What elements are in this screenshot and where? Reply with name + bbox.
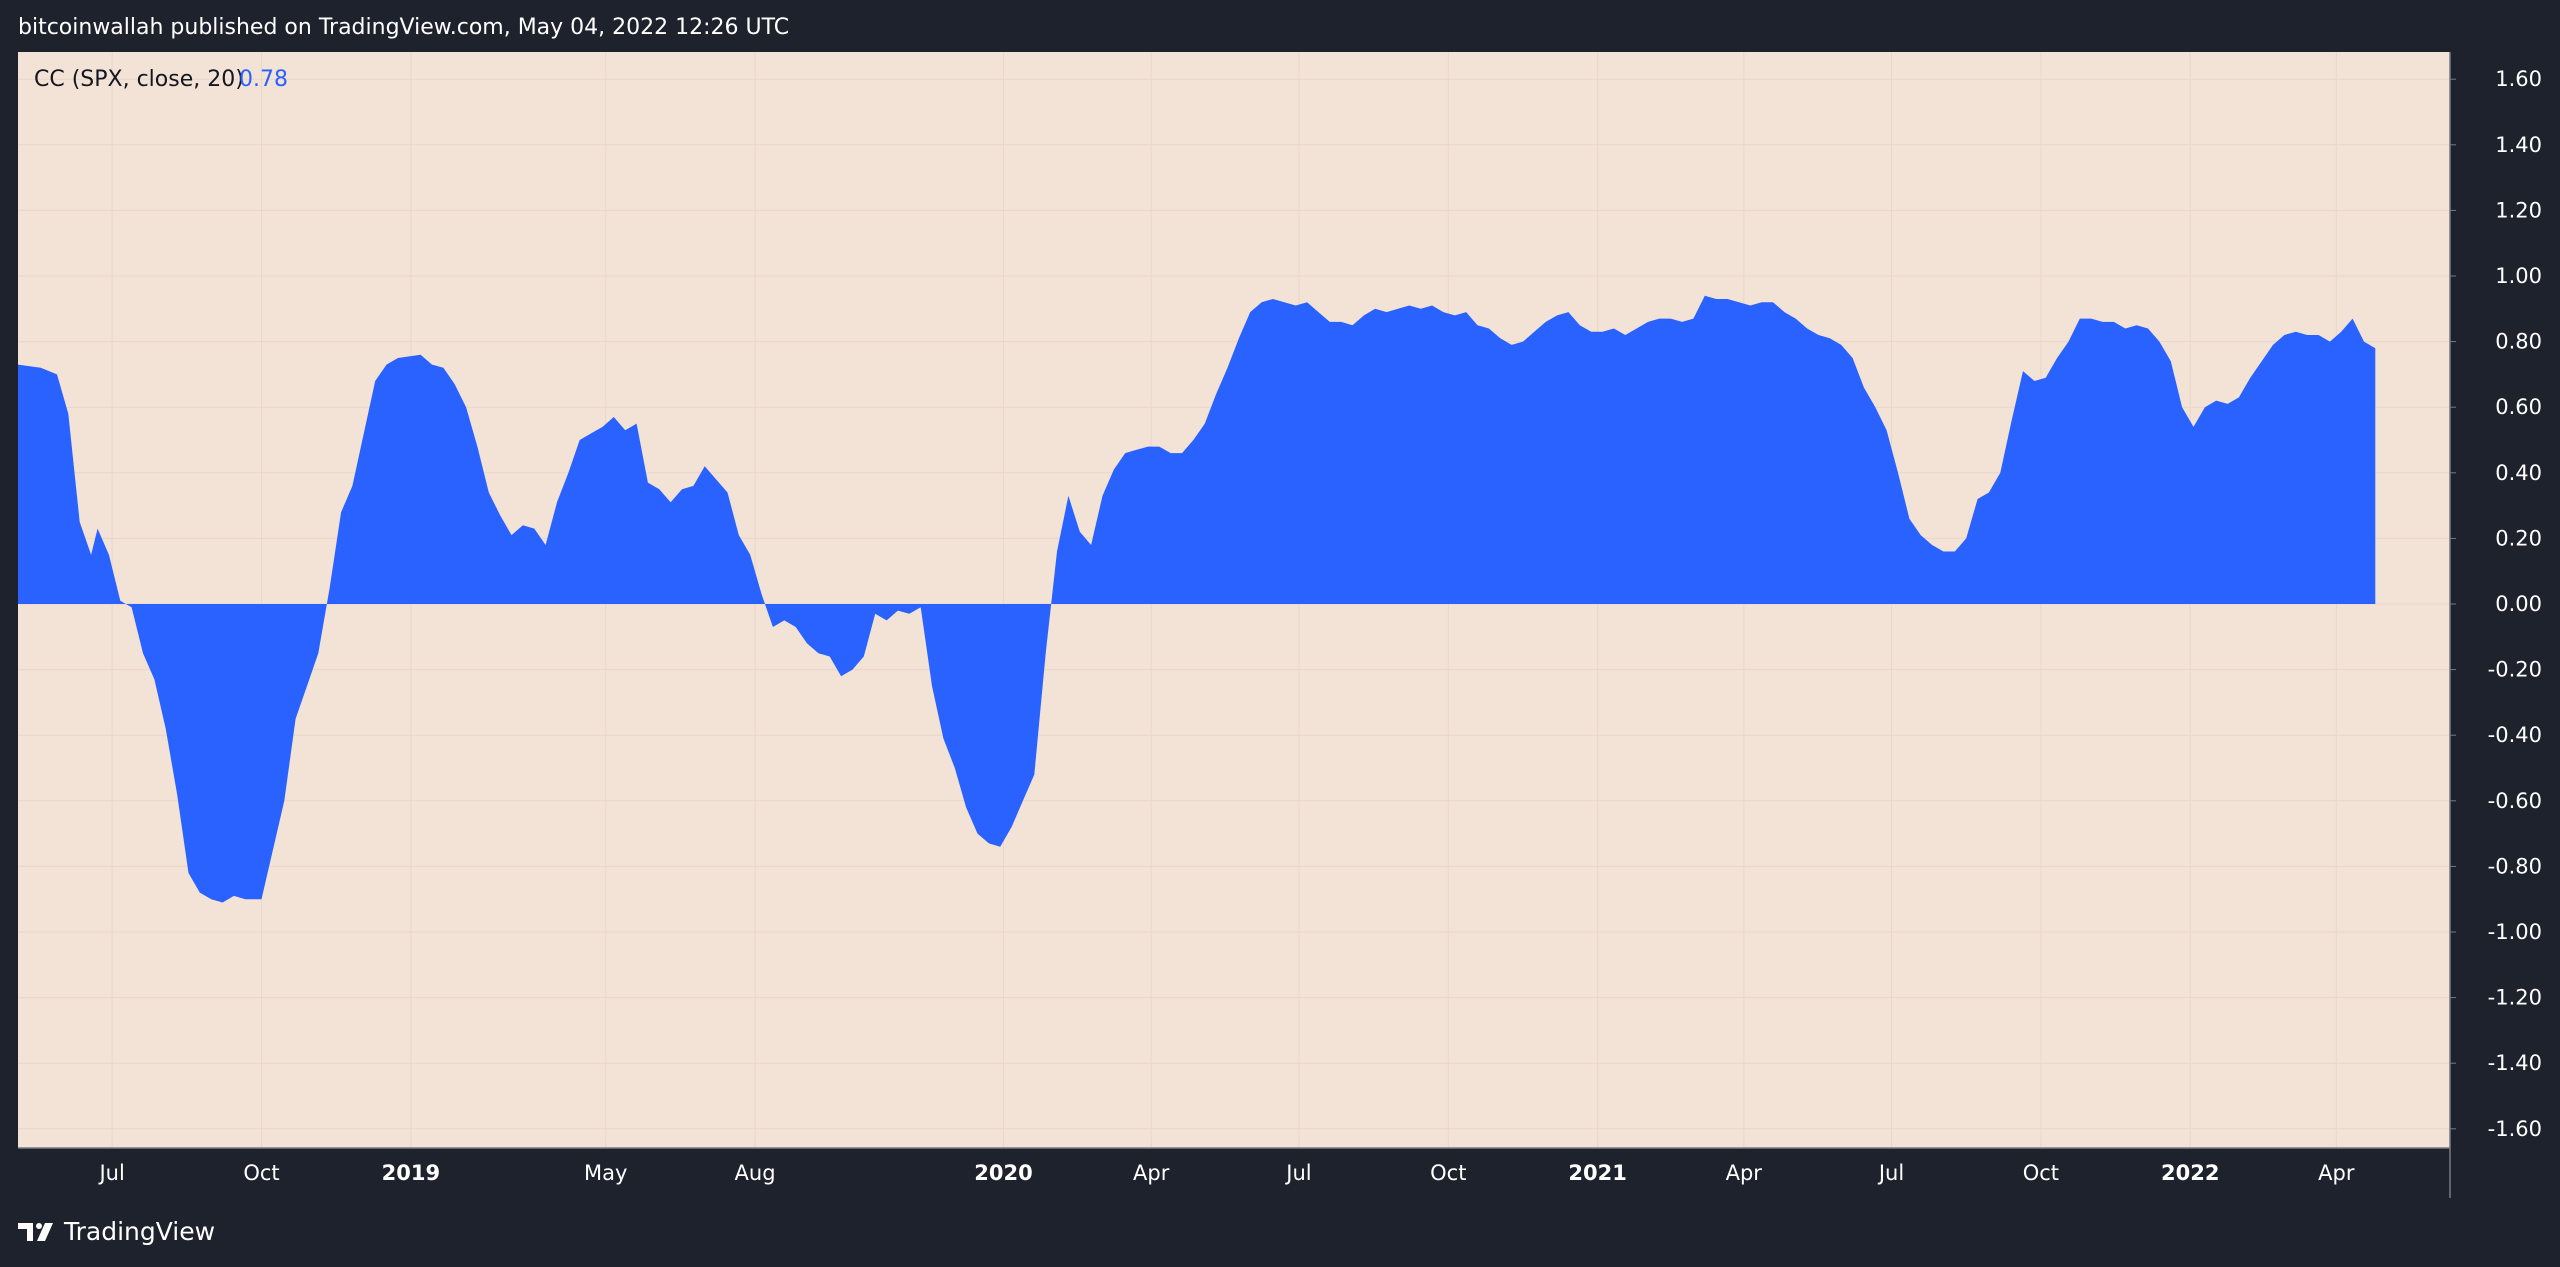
price-tick-label: -0.20 (2488, 658, 2542, 682)
price-tick-label: -1.20 (2488, 986, 2542, 1010)
price-tick-label: 1.00 (2495, 264, 2542, 288)
time-tick-label: Oct (1430, 1161, 1466, 1185)
price-tick-label: 1.20 (2495, 198, 2542, 222)
price-tick-label: 0.20 (2495, 526, 2542, 550)
time-tick-label: Jul (97, 1161, 124, 1185)
price-tick-label: 1.40 (2495, 133, 2542, 157)
brand-name: TradingView (64, 1217, 216, 1246)
price-tick-label: -0.80 (2488, 854, 2542, 878)
price-axis[interactable]: 1.60 1.40 1.20 1.00 0.80 0.60 0.40 0.20 0.00 -0.2… (2450, 67, 2542, 1141)
axes (18, 52, 2451, 1198)
price-tick-label: -0.60 (2488, 789, 2542, 813)
time-tick-label: 2022 (2161, 1161, 2219, 1185)
time-tick-label: 2020 (974, 1161, 1032, 1185)
price-tick-label: 0.60 (2495, 395, 2542, 419)
price-tick-label: -1.60 (2488, 1117, 2542, 1141)
time-tick-label: Jul (1877, 1161, 1904, 1185)
published-header: bitcoinwallah published on TradingView.c… (18, 15, 790, 40)
price-tick-label: 0.80 (2495, 330, 2542, 354)
time-tick-label: Apr (2318, 1161, 2355, 1185)
price-tick-label: -1.00 (2488, 920, 2542, 944)
legend-label: CC (SPX, close, 20) (34, 67, 244, 92)
time-tick-label: Aug (735, 1161, 776, 1185)
time-tick-label: Apr (1726, 1161, 1763, 1185)
tradingview-logo-icon (18, 1221, 56, 1243)
time-tick-label: Jul (1284, 1161, 1311, 1185)
time-tick-label: 2019 (382, 1161, 440, 1185)
price-tick-label: -0.40 (2488, 723, 2542, 747)
price-tick-label: 0.00 (2495, 592, 2542, 616)
time-tick-label: Apr (1133, 1161, 1170, 1185)
legend-value: 0.78 (239, 67, 288, 92)
price-tick-label: 0.40 (2495, 461, 2542, 485)
price-tick-label: 1.60 (2495, 67, 2542, 91)
tradingview-logo[interactable]: TradingView (18, 1217, 215, 1246)
correlation-area (18, 295, 2376, 903)
time-tick-label: Oct (2023, 1161, 2059, 1185)
time-tick-label: May (584, 1161, 627, 1185)
legend[interactable]: CC (SPX, close, 20) 0.78 (34, 67, 288, 92)
price-tick-label: -1.40 (2488, 1051, 2542, 1075)
time-tick-label: 2021 (1568, 1161, 1626, 1185)
time-axis[interactable]: Jul Oct 2019 May Aug 2020 Apr Jul Oct 2021 Apr Jul O… (97, 1161, 2354, 1185)
time-tick-label: Oct (243, 1161, 279, 1185)
